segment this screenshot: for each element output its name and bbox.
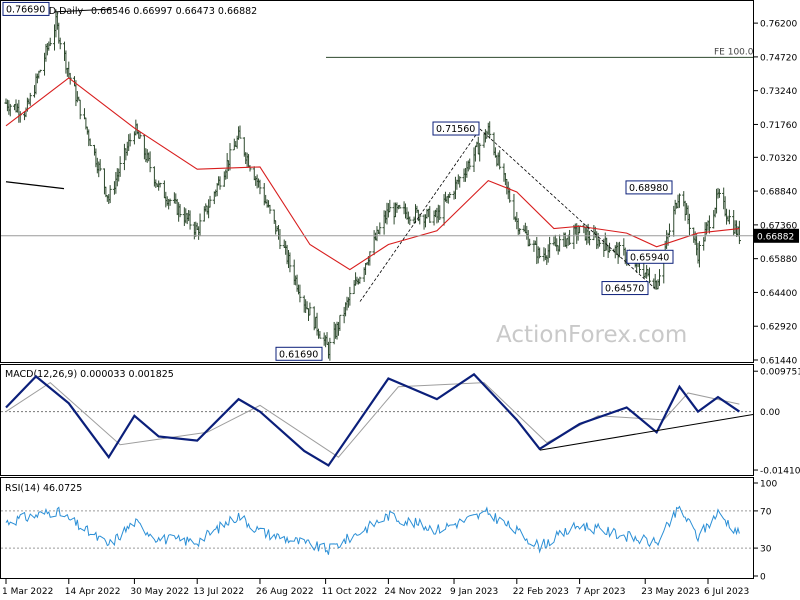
- date-tick-label: 6 Jul 2023: [704, 587, 749, 597]
- macd-zero-label: 0.00: [760, 408, 780, 418]
- rsi-line: [5, 505, 740, 555]
- annotation-label: 0.64570: [605, 284, 644, 295]
- date-tick-label: 23 May 2023: [641, 587, 700, 597]
- date-tick-label: 9 Jan 2023: [450, 587, 498, 597]
- date-tick-label: 13 Jul 2022: [193, 587, 244, 597]
- price-axis: 0.76200 0.74720 0.73240 0.71760 0.70320 0.688…: [754, 20, 797, 367]
- date-tick-label: 11 Oct 2022: [322, 587, 378, 597]
- rsi-tick-label: 30: [760, 545, 772, 555]
- rsi-tick-label: 100: [760, 480, 777, 490]
- dashed-projection-line: [479, 128, 656, 289]
- rsi-title: RSI(14) 46.0725: [5, 483, 82, 494]
- date-tick-label: 24 Nov 2022: [384, 587, 442, 597]
- watermark: ActionForex.com: [496, 322, 687, 348]
- moving-average: [5, 77, 740, 271]
- rsi-tick-label: 0: [760, 573, 766, 583]
- panel-frames: [0, 0, 754, 579]
- macd-tick-label: -0.014107: [760, 467, 800, 477]
- annotation-label: 0.76690: [6, 4, 45, 15]
- price-annotations: 0.76690 0.71560 0.68980 0.65940 0.64570 0.616…: [2, 1, 674, 361]
- price-tick-label: 0.68840: [760, 188, 797, 198]
- annotation-box: [601, 281, 649, 296]
- price-tick-label: 0.73240: [760, 87, 797, 97]
- annotation-label: 0.71560: [436, 124, 475, 135]
- trend-lines: FE 100.0 0.66882: [1, 8, 799, 302]
- rsi-panel-frame: [0, 477, 754, 579]
- annotation-label: 0.61690: [279, 349, 318, 360]
- ohlc-bars: [4, 9, 741, 361]
- date-tick-label: 26 Aug 2022: [256, 587, 314, 597]
- annotation-label: 0.68980: [629, 183, 668, 194]
- price-tick-label: 0.74720: [760, 53, 797, 63]
- macd-indicator: 0.009751 -0.014107 0.00: [1, 368, 800, 477]
- date-axis: 1 Mar 2022 14 Apr 2022 30 May 2022 13 Jul 2…: [2, 579, 749, 597]
- macd-trend-line: [539, 414, 754, 451]
- annotation-box: [625, 180, 673, 195]
- date-tick-label: 1 Mar 2022: [2, 587, 53, 597]
- trend-line: [5, 181, 65, 190]
- price-tick-label: 0.76200: [760, 20, 797, 30]
- current-price-value: 0.66882: [757, 232, 794, 242]
- price-tick-label: 0.61440: [760, 357, 797, 367]
- moving-average-line: [5, 77, 740, 271]
- trend-line: [54, 8, 113, 13]
- macd-title: MACD(12,26,9) 0.000033 0.001825: [5, 369, 174, 380]
- price-tick-label: 0.65880: [760, 255, 797, 265]
- annotation-box: [275, 346, 323, 361]
- rsi-indicator: 100 70 30 0: [1, 480, 777, 583]
- dashed-projection-line: [359, 128, 481, 302]
- price-tick-label: 0.67360: [760, 221, 797, 231]
- date-tick-label: 22 Feb 2023: [513, 587, 569, 597]
- current-price-tag: [754, 228, 799, 243]
- annotation-box: [626, 249, 674, 264]
- price-tick-label: 0.71760: [760, 121, 797, 131]
- date-tick-label: 14 Apr 2022: [65, 587, 121, 597]
- fe-level-label: FE 100.0: [714, 47, 754, 57]
- macd-line: [5, 372, 741, 467]
- macd-panel-frame: [0, 364, 754, 476]
- price-panel-frame: [0, 0, 754, 363]
- annotation-label: 0.65940: [630, 252, 669, 263]
- rsi-tick-label: 70: [760, 507, 772, 517]
- date-tick-label: 7 Apr 2023: [576, 587, 626, 597]
- price-tick-label: 0.70320: [760, 154, 797, 164]
- annotation-box: [2, 1, 50, 16]
- date-tick-label: 30 May 2022: [130, 587, 189, 597]
- price-tick-label: 0.62920: [760, 323, 797, 333]
- price-tick-label: 0.64400: [760, 289, 797, 299]
- annotation-box: [432, 121, 480, 136]
- ohlc-values: 0.66546 0.66997 0.66473 0.66882: [91, 6, 257, 17]
- macd-tick-label: 0.009751: [760, 368, 800, 378]
